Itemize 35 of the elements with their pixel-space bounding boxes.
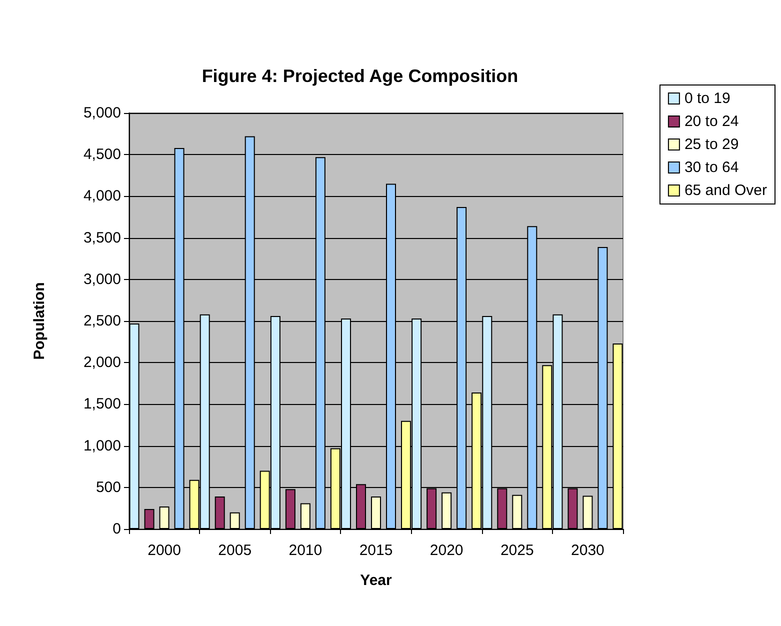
x-tick-label: 2030 — [571, 542, 604, 559]
y-tick-label: 5,000 — [83, 104, 121, 122]
legend-label: 30 to 64 — [684, 159, 739, 176]
y-tick-label: 4,000 — [83, 188, 121, 205]
y-tick-label: 1,000 — [83, 437, 121, 454]
bar — [159, 506, 170, 529]
bar — [300, 503, 310, 529]
y-tick-label: 500 — [96, 478, 121, 496]
legend-label: 0 to 19 — [684, 90, 730, 107]
y-tick-label: 2,500 — [83, 312, 121, 330]
bar — [371, 496, 381, 529]
legend-label: 20 to 24 — [684, 113, 739, 130]
x-tick-label: 2005 — [218, 542, 252, 559]
y-tick-label: 0 — [112, 520, 121, 538]
y-tick-label: 1,500 — [83, 396, 121, 413]
x-axis-title: Year — [360, 572, 392, 589]
legend-label: 25 to 29 — [684, 136, 739, 153]
bar — [512, 494, 522, 529]
chart-title: Figure 4: Projected Age Composition — [202, 66, 518, 86]
bar — [442, 492, 452, 529]
legend-label: 65 and Over — [684, 182, 768, 199]
y-tick-label: 2,000 — [83, 354, 121, 372]
bar — [214, 496, 225, 529]
bar — [230, 512, 240, 529]
bar — [582, 496, 593, 529]
x-tick-label: 2015 — [359, 542, 393, 559]
x-tick-label: 2000 — [148, 542, 181, 559]
y-axis-title: Population — [31, 282, 48, 360]
x-tick-label: 2020 — [430, 542, 464, 559]
y-tick-label: 3,500 — [83, 229, 121, 246]
y-tick-label: 4,500 — [83, 146, 121, 164]
y-tick-label: 3,000 — [83, 270, 121, 288]
x-tick-label: 2025 — [500, 542, 534, 559]
bar — [144, 509, 154, 529]
x-tick-label: 2010 — [288, 542, 322, 559]
